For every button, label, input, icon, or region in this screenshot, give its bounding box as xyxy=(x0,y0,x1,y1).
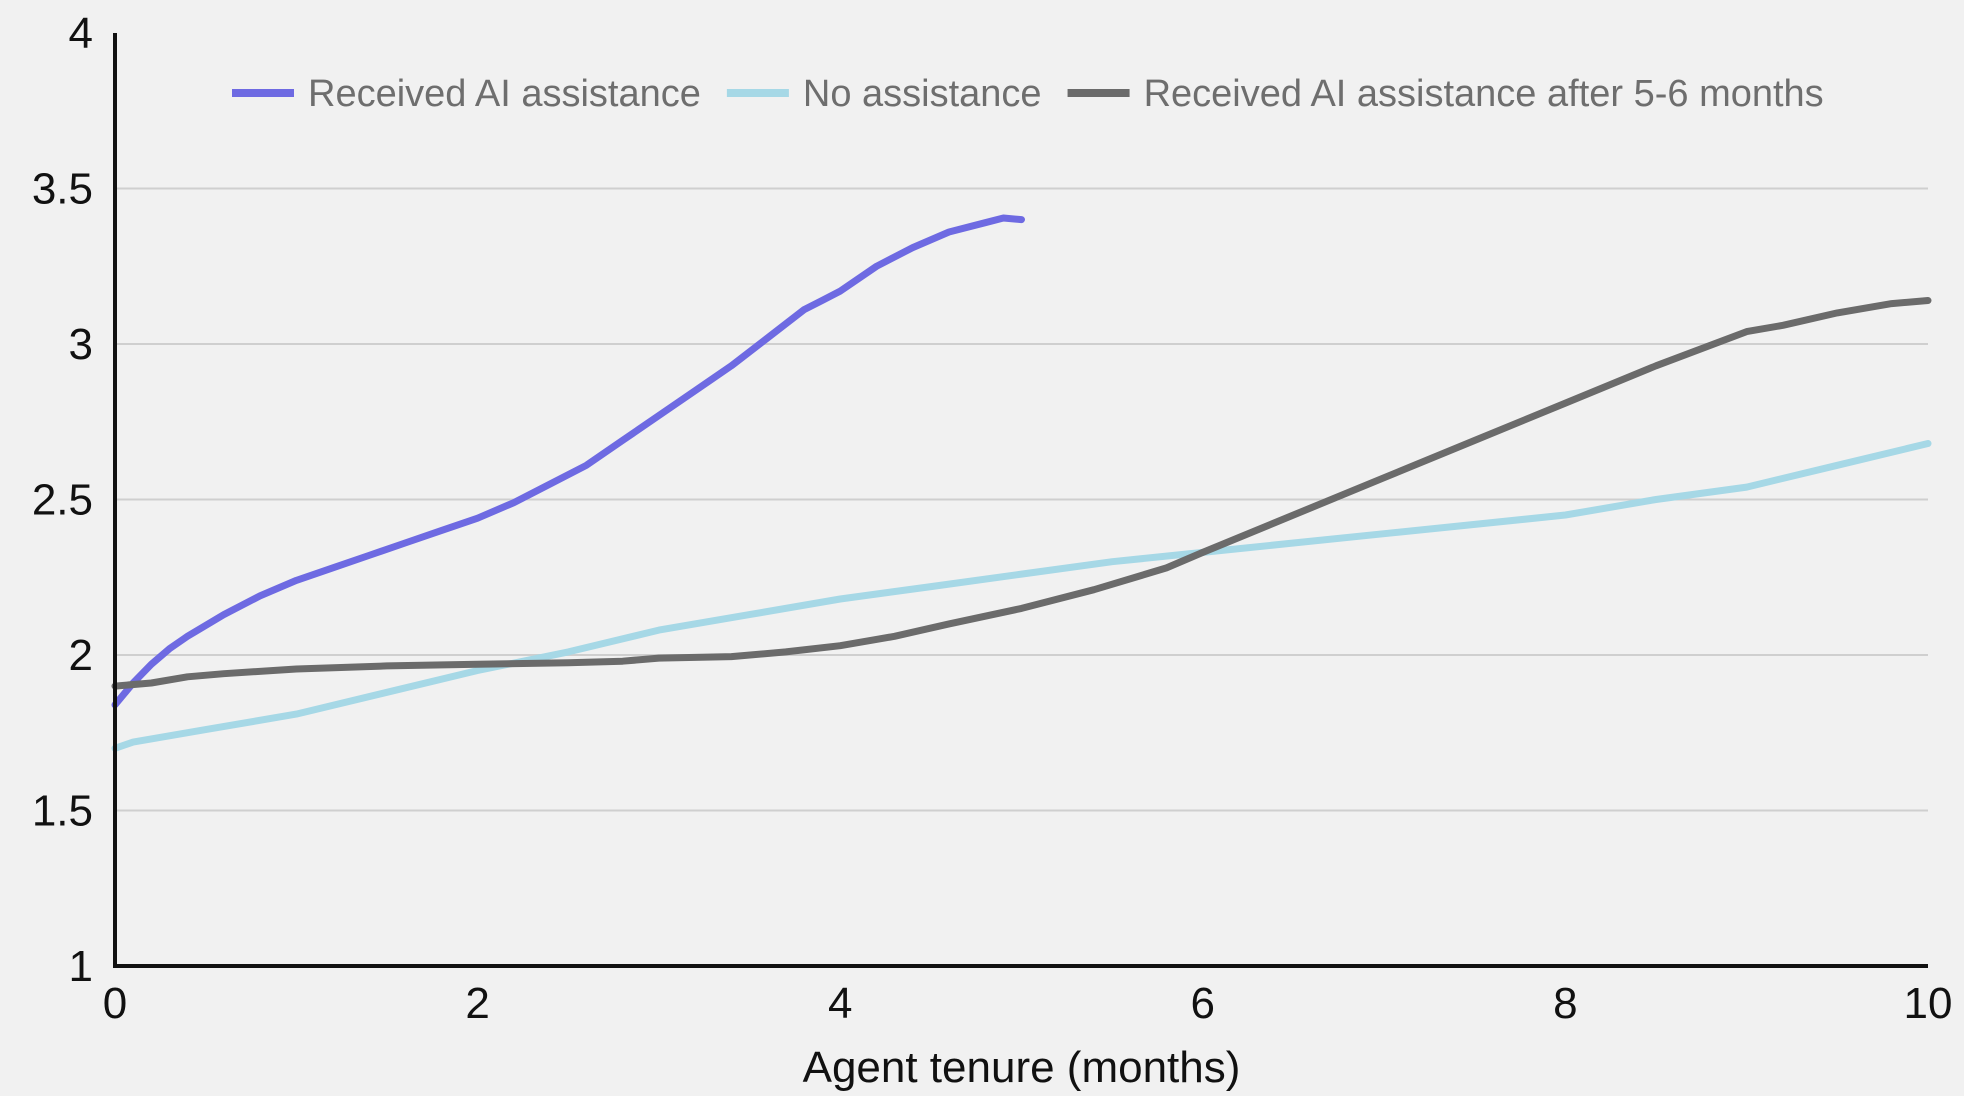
y-tick-labels: 1 1.5 2 2.5 3 3.5 4 xyxy=(32,9,93,991)
legend: Received AI assistance No assistance Recei… xyxy=(232,73,1824,115)
series-line-2 xyxy=(111,440,1932,752)
x-tick-label: 2 xyxy=(465,979,489,1028)
x-tick-labels: 0 2 4 6 8 10 xyxy=(103,979,1953,1028)
y-tick-label: 3.5 xyxy=(32,165,93,214)
legend-item: No assistance xyxy=(726,73,1042,115)
y-tick-label: 2.5 xyxy=(32,476,93,525)
y-tick-label: 3 xyxy=(69,320,93,369)
x-tick-label: 10 xyxy=(1904,979,1953,1028)
y-tick-label: 4 xyxy=(69,9,93,58)
legend-item: Received AI assistance after 5-6 months xyxy=(1067,73,1824,115)
y-tick-label: 1.5 xyxy=(32,787,93,836)
legend-label: Received AI assistance after 5-6 months xyxy=(1144,73,1824,115)
x-axis-title: Agent tenure (months) xyxy=(803,1043,1241,1092)
y-tick-label: 1 xyxy=(69,942,93,991)
x-tick-label: 4 xyxy=(828,979,852,1028)
series-line-1 xyxy=(111,214,1025,709)
y-tick-label: 2 xyxy=(69,631,93,680)
x-tick-label: 6 xyxy=(1191,979,1215,1028)
x-tick-label: 0 xyxy=(103,979,127,1028)
legend-label: Received AI assistance xyxy=(308,73,701,115)
axes xyxy=(113,33,1928,968)
legend-label: No assistance xyxy=(803,73,1042,115)
series-lines xyxy=(111,214,1932,752)
legend-item: Received AI assistance xyxy=(232,73,701,115)
grid-lines xyxy=(115,187,1928,812)
x-tick-label: 8 xyxy=(1553,979,1577,1028)
series-line-3 xyxy=(111,297,1932,690)
